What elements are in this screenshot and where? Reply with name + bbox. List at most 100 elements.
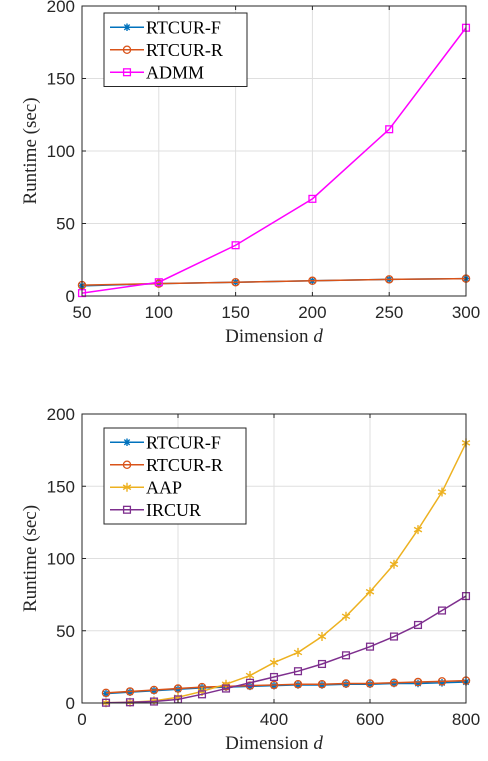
x-axis-variable: d xyxy=(313,326,323,347)
series-line xyxy=(81,27,467,294)
data-point xyxy=(413,525,423,535)
legend-marker xyxy=(123,438,131,447)
data-point xyxy=(125,698,135,707)
y-tick-label: 100 xyxy=(47,142,75,161)
data-point xyxy=(341,651,351,660)
data-point xyxy=(365,642,375,651)
data-point xyxy=(221,684,231,693)
data-point xyxy=(173,684,183,693)
data-point xyxy=(125,687,135,696)
legend-marker xyxy=(123,23,131,32)
data-point xyxy=(102,689,110,698)
x-tick-label: 200 xyxy=(164,710,192,729)
x-tick-label: 50 xyxy=(73,303,92,322)
legend-marker xyxy=(122,505,132,514)
legend-marker xyxy=(122,45,132,55)
x-axis-title: Dimension d xyxy=(225,326,323,347)
data-point xyxy=(231,241,240,250)
data-point xyxy=(149,697,159,706)
y-tick-label: 150 xyxy=(47,70,75,89)
chart-2: 0 200 400 600 800 0 50 100 150 200 Dimension d Runt… xyxy=(20,405,480,754)
data-point xyxy=(149,685,159,695)
legend-label: IRCUR xyxy=(146,500,201,520)
data-point xyxy=(341,679,351,688)
data-point xyxy=(438,678,446,687)
y-tick-label: 50 xyxy=(56,215,75,234)
legend-label: RTCUR-F xyxy=(146,17,221,37)
y-tick-label: 0 xyxy=(66,694,75,713)
data-point xyxy=(414,679,422,688)
legend-marker xyxy=(122,460,132,469)
data-point xyxy=(197,690,207,699)
legend-entry-rtcur-f: RTCUR-F xyxy=(110,432,221,452)
data-point xyxy=(317,679,327,689)
data-point xyxy=(154,278,163,287)
series-ircur xyxy=(101,592,471,707)
data-point xyxy=(269,672,279,682)
data-point xyxy=(365,679,375,688)
legend-marker xyxy=(122,482,132,492)
x-tick-label: 600 xyxy=(356,710,384,729)
y-tick-label: 150 xyxy=(47,477,75,496)
data-point xyxy=(413,677,423,687)
y-axis-title: Runtime (sec) xyxy=(20,97,41,204)
x-tick-label: 150 xyxy=(221,303,249,322)
y-tick-label: 50 xyxy=(56,622,75,641)
data-point xyxy=(389,559,399,569)
data-point xyxy=(293,667,303,676)
y-tick-label: 100 xyxy=(47,550,75,569)
y-tick-label: 0 xyxy=(66,287,75,306)
legend-label: RTCUR-F xyxy=(146,432,221,452)
legend-label: ADMM xyxy=(146,62,204,82)
data-point xyxy=(389,678,399,688)
data-point xyxy=(101,688,111,698)
data-point xyxy=(389,632,399,641)
x-axis-title: Dimension d xyxy=(225,733,323,754)
x-tick-label: 250 xyxy=(375,303,403,322)
series-line xyxy=(105,442,467,704)
legend-entry-aap: AAP xyxy=(110,477,182,497)
x-tick-label: 800 xyxy=(452,710,480,729)
legend-entry-ircur: IRCUR xyxy=(110,500,201,520)
data-point xyxy=(437,677,447,686)
x-tick-label: 400 xyxy=(260,710,288,729)
data-point xyxy=(245,678,255,687)
data-point xyxy=(437,487,447,497)
data-point xyxy=(269,680,279,690)
legend-marker xyxy=(122,68,132,77)
data-point xyxy=(385,125,394,134)
data-point xyxy=(437,606,447,615)
legend-label: AAP xyxy=(146,477,182,497)
legend-entry-rtcur-f: RTCUR-F xyxy=(110,17,221,37)
series-line xyxy=(105,679,467,694)
data-point xyxy=(293,679,303,689)
x-axis-variable: d xyxy=(313,733,323,754)
series-line xyxy=(105,595,467,704)
legend-label: RTCUR-R xyxy=(146,455,223,475)
legend-label: RTCUR-R xyxy=(146,40,223,60)
y-tick-label: 200 xyxy=(47,405,75,424)
x-tick-label: 300 xyxy=(452,303,480,322)
x-tick-label: 200 xyxy=(298,303,326,322)
y-axis-title: Runtime (sec) xyxy=(20,505,41,612)
data-point xyxy=(365,587,375,597)
data-point xyxy=(308,276,317,286)
data-point xyxy=(269,658,279,668)
data-point xyxy=(231,277,240,287)
y-tick-label: 200 xyxy=(47,0,75,16)
data-point xyxy=(317,659,327,669)
legend-entry-rtcur-r: RTCUR-R xyxy=(110,455,223,475)
data-point xyxy=(317,632,327,642)
legend-entry-admm: ADMM xyxy=(110,62,204,82)
legend-entry-rtcur-r: RTCUR-R xyxy=(110,40,223,60)
data-point xyxy=(341,611,351,621)
data-point xyxy=(245,671,255,681)
x-tick-label: 0 xyxy=(77,710,86,729)
x-tick-label: 100 xyxy=(145,303,173,322)
data-point xyxy=(308,194,317,203)
data-point xyxy=(413,620,423,630)
